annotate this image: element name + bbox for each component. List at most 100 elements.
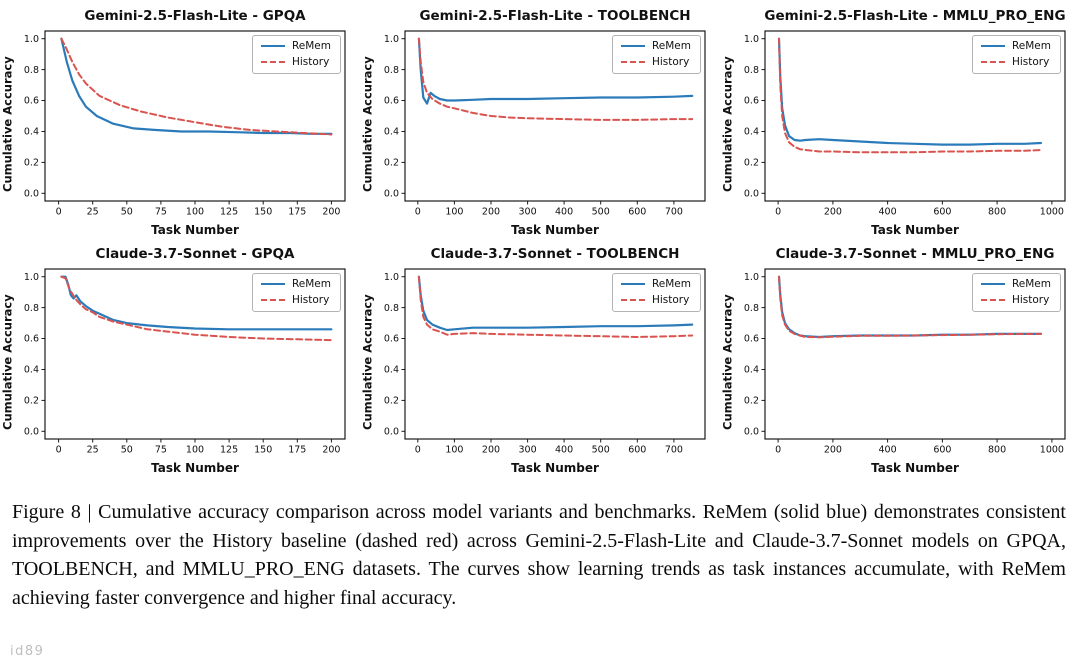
- svg-text:0: 0: [775, 207, 781, 218]
- svg-text:0: 0: [415, 207, 421, 218]
- legend-item-history: History: [620, 294, 691, 306]
- svg-text:0.0: 0.0: [24, 427, 39, 438]
- legend-item-history: History: [980, 56, 1051, 68]
- svg-text:0: 0: [56, 445, 62, 456]
- remem-line-icon: [620, 283, 645, 285]
- svg-text:200: 200: [482, 445, 500, 456]
- legend: ReMem History: [611, 35, 701, 74]
- line-chart: 0 100 200 300 400 500 600 700 0.0 0.2 0.4 0.6 0.8 1.0: [384, 30, 706, 218]
- remem-line-icon: [260, 45, 285, 47]
- legend-label: History: [291, 294, 330, 306]
- legend-label: ReMem: [651, 278, 691, 290]
- svg-text:200: 200: [824, 445, 842, 456]
- svg-text:0.2: 0.2: [24, 396, 39, 407]
- svg-text:125: 125: [220, 445, 238, 456]
- svg-text:0: 0: [415, 445, 421, 456]
- svg-text:175: 175: [288, 207, 306, 218]
- x-axis-label: Task Number: [511, 223, 599, 237]
- x-axis-label: Task Number: [151, 223, 239, 237]
- svg-text:200: 200: [322, 445, 340, 456]
- subplot-gemini-toolbench: Cumulative Accuracy Gemini-2.5-Flash-Lit…: [360, 6, 720, 240]
- svg-text:0.2: 0.2: [384, 158, 399, 169]
- svg-text:0.0: 0.0: [384, 189, 399, 200]
- svg-text:600: 600: [933, 445, 951, 456]
- legend-label: ReMem: [651, 40, 691, 52]
- plot-title: Gemini-2.5-Flash-Lite - MMLU_PRO_ENG: [764, 8, 1066, 24]
- history-line-icon: [260, 299, 285, 301]
- svg-text:100: 100: [445, 207, 463, 218]
- y-axis-label: Cumulative Accuracy: [0, 56, 15, 193]
- svg-text:0.2: 0.2: [744, 158, 759, 169]
- svg-text:0.8: 0.8: [24, 65, 39, 76]
- svg-text:0.8: 0.8: [24, 303, 39, 314]
- svg-text:1.0: 1.0: [384, 272, 399, 283]
- svg-text:1.0: 1.0: [24, 272, 39, 283]
- legend-label: ReMem: [1011, 278, 1051, 290]
- remem-line-icon: [980, 45, 1005, 47]
- svg-text:400: 400: [555, 445, 573, 456]
- svg-text:100: 100: [186, 445, 204, 456]
- svg-text:0.0: 0.0: [24, 189, 39, 200]
- line-chart: 0 100 200 300 400 500 600 700 0.0 0.2 0.4 0.6 0.8 1.0: [384, 268, 706, 456]
- legend-item-history: History: [620, 56, 691, 68]
- svg-text:0.8: 0.8: [384, 303, 399, 314]
- x-axis-label: Task Number: [871, 223, 959, 237]
- svg-text:0.6: 0.6: [384, 334, 399, 345]
- svg-text:600: 600: [628, 445, 646, 456]
- x-axis-label: Task Number: [871, 461, 959, 475]
- svg-text:25: 25: [87, 445, 99, 456]
- svg-text:500: 500: [592, 445, 610, 456]
- subplot-claude-gpqa: Cumulative Accuracy Claude-3.7-Sonnet - …: [0, 244, 360, 478]
- legend-label: History: [1011, 294, 1050, 306]
- legend-item-remem: ReMem: [260, 40, 331, 52]
- watermark: id89: [10, 644, 45, 659]
- svg-text:300: 300: [519, 445, 537, 456]
- legend-item-history: History: [260, 56, 331, 68]
- svg-text:0.2: 0.2: [24, 158, 39, 169]
- legend-item-history: History: [980, 294, 1051, 306]
- legend: ReMem History: [611, 273, 701, 312]
- plot-title: Gemini-2.5-Flash-Lite - GPQA: [84, 8, 306, 24]
- svg-text:0.8: 0.8: [384, 65, 399, 76]
- svg-text:125: 125: [220, 207, 238, 218]
- history-line-icon: [980, 61, 1005, 63]
- svg-text:500: 500: [592, 207, 610, 218]
- svg-text:0.4: 0.4: [744, 127, 759, 138]
- svg-text:1000: 1000: [1040, 207, 1064, 218]
- legend-item-remem: ReMem: [620, 278, 691, 290]
- line-chart: 0 200 400 600 800 1000 0.0 0.2 0.4 0.6 0.8 1.0: [744, 30, 1066, 218]
- svg-text:0: 0: [775, 445, 781, 456]
- svg-text:0.6: 0.6: [744, 334, 759, 345]
- y-axis-label: Cumulative Accuracy: [360, 56, 375, 193]
- svg-text:0.0: 0.0: [744, 427, 759, 438]
- history-line-icon: [980, 299, 1005, 301]
- svg-text:600: 600: [933, 207, 951, 218]
- legend-label: History: [651, 56, 690, 68]
- legend: ReMem History: [251, 35, 341, 74]
- svg-text:800: 800: [988, 207, 1006, 218]
- svg-text:0.4: 0.4: [744, 365, 759, 376]
- x-axis-label: Task Number: [511, 461, 599, 475]
- svg-text:0.4: 0.4: [24, 365, 39, 376]
- legend: ReMem History: [971, 35, 1061, 74]
- svg-text:0.6: 0.6: [384, 96, 399, 107]
- figure-caption: Figure 8 | Cumulative accuracy compariso…: [12, 501, 1066, 609]
- legend-item-remem: ReMem: [980, 278, 1051, 290]
- svg-text:50: 50: [121, 445, 133, 456]
- svg-text:0.0: 0.0: [384, 427, 399, 438]
- svg-text:150: 150: [254, 207, 272, 218]
- svg-text:100: 100: [445, 445, 463, 456]
- svg-text:150: 150: [254, 445, 272, 456]
- legend-item-history: History: [260, 294, 331, 306]
- svg-text:25: 25: [87, 207, 99, 218]
- figure-grid: Cumulative Accuracy Gemini-2.5-Flash-Lit…: [0, 6, 1066, 478]
- svg-text:0.4: 0.4: [384, 365, 399, 376]
- svg-text:400: 400: [879, 207, 897, 218]
- line-chart: 0 25 50 75 100 125 150 175 200 0.0 0.2 0.4 0.6 0.8 1.0: [24, 268, 346, 456]
- svg-text:700: 700: [665, 207, 683, 218]
- svg-text:0.6: 0.6: [24, 334, 39, 345]
- remem-line-icon: [980, 283, 1005, 285]
- history-line-icon: [260, 61, 285, 63]
- svg-text:200: 200: [824, 207, 842, 218]
- svg-text:1000: 1000: [1040, 445, 1064, 456]
